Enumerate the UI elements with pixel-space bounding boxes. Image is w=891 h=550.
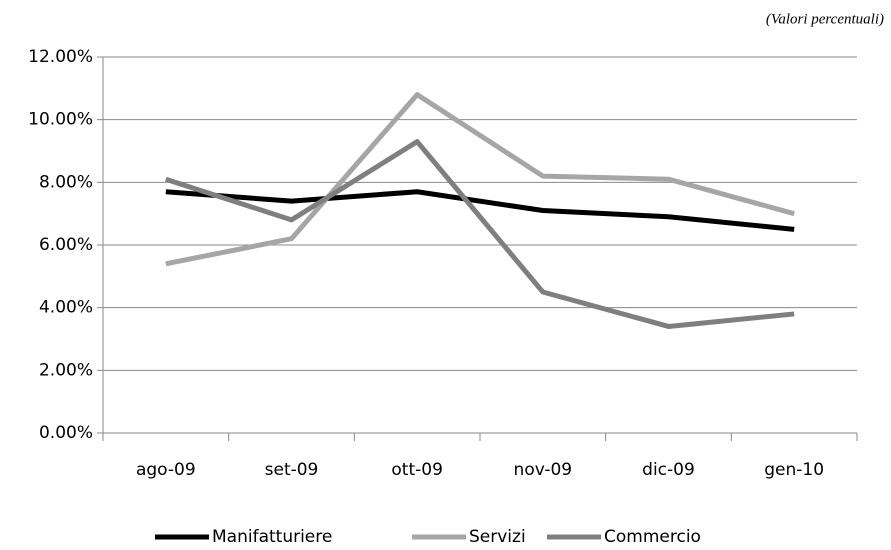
annotation: (Valori percentuali) xyxy=(766,11,884,27)
series-line xyxy=(165,189,795,232)
y-tick-label: 0.00% xyxy=(39,423,93,443)
y-tick-label: 6.00% xyxy=(39,235,93,255)
y-tick-label: 10.00% xyxy=(28,110,93,130)
x-tick-label: ago-09 xyxy=(136,460,196,480)
x-tick-label: nov-09 xyxy=(514,460,573,480)
series-line xyxy=(165,139,795,329)
x-tick-label: gen-10 xyxy=(764,460,824,480)
x-tick-label: set-09 xyxy=(265,460,319,480)
legend-label: Commercio xyxy=(604,527,701,547)
y-tick-label: 2.00% xyxy=(39,360,93,380)
y-tick-label: 8.00% xyxy=(39,172,93,192)
y-tick-label: 4.00% xyxy=(39,298,93,318)
legend-label: Manifatturiere xyxy=(212,527,332,547)
y-tick-label: 12.00% xyxy=(28,47,93,67)
legend-label: Servizi xyxy=(469,527,526,547)
x-tick-label: ott-09 xyxy=(391,460,443,480)
x-tick-label: dic-09 xyxy=(642,460,695,480)
series-line xyxy=(165,92,795,267)
